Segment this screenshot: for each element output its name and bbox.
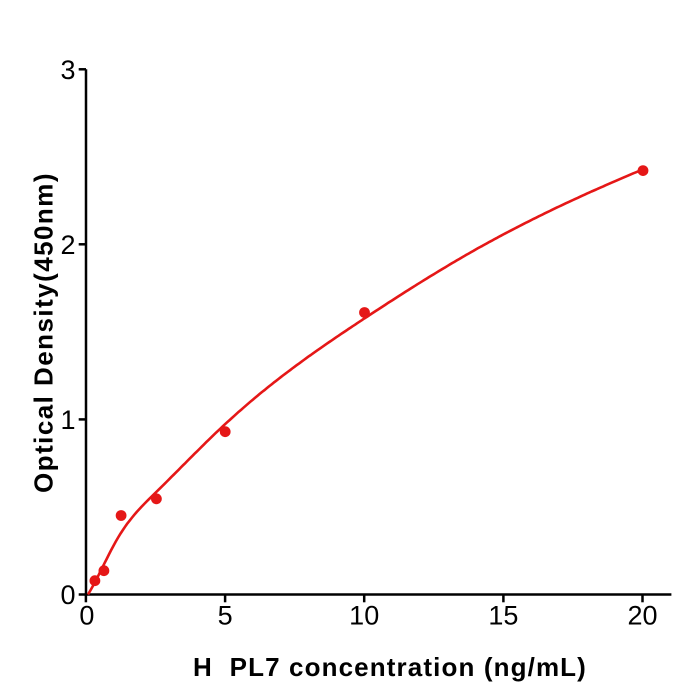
svg-text:5: 5 [218, 600, 233, 630]
svg-text:Optical Density(450nm): Optical Density(450nm) [29, 172, 59, 493]
svg-text:H PL7 concentration (ng/mL): H PL7 concentration (ng/mL) [193, 652, 587, 682]
svg-text:20: 20 [627, 600, 657, 630]
svg-text:1: 1 [60, 405, 75, 435]
svg-text:15: 15 [488, 600, 518, 630]
svg-text:3: 3 [60, 55, 75, 85]
svg-text:0: 0 [60, 580, 75, 610]
svg-text:0: 0 [79, 600, 94, 630]
svg-text:2: 2 [60, 230, 75, 260]
svg-text:10: 10 [349, 600, 379, 630]
